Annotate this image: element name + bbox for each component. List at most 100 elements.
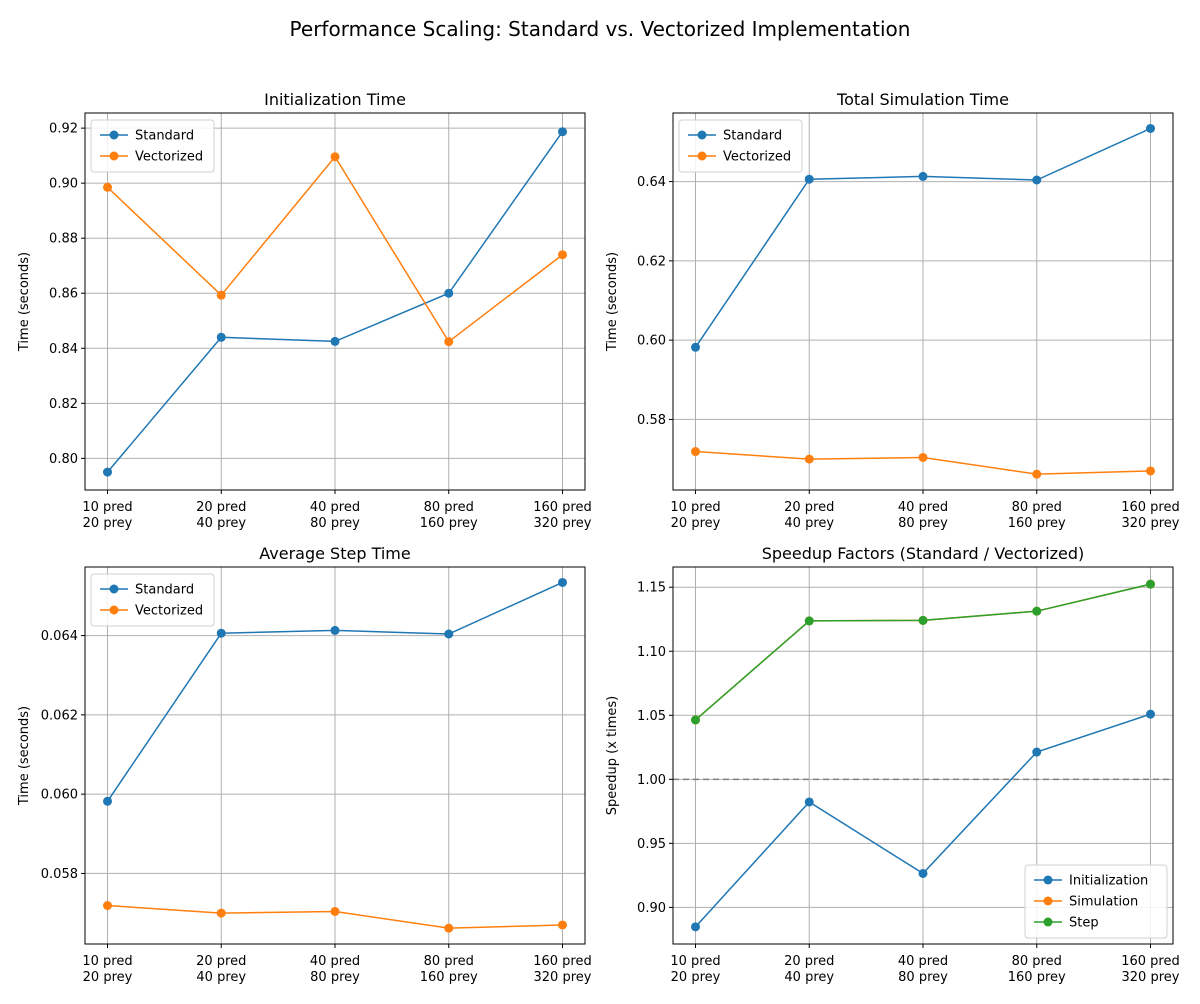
- data-point: [330, 152, 340, 162]
- x-tick-label: 160 prey: [420, 970, 478, 985]
- data-point: [103, 796, 112, 806]
- data-point: [691, 922, 700, 932]
- x-tick-label: 40 pred: [898, 954, 948, 969]
- legend-marker: [1043, 917, 1053, 927]
- x-tick-label: 160 prey: [1008, 970, 1066, 985]
- x-tick-label: 20 prey: [671, 516, 721, 531]
- data-point: [804, 616, 814, 626]
- data-point: [444, 629, 454, 639]
- legend-marker: [1043, 875, 1053, 885]
- data-point: [558, 920, 567, 930]
- x-tick-label: 40 prey: [196, 516, 246, 531]
- x-tick-label: 80 prey: [898, 516, 948, 531]
- x-tick-label: 40 prey: [784, 516, 834, 531]
- x-tick-label: 160 pred: [1121, 954, 1180, 969]
- data-point: [918, 868, 928, 878]
- y-tick-label: 0.80: [49, 452, 78, 467]
- data-point: [918, 452, 928, 462]
- y-axis-label: Time (seconds): [605, 252, 620, 352]
- axes-frame: [84, 566, 586, 945]
- x-tick-label: 10 pred: [670, 954, 720, 969]
- y-tick-label: 0.90: [637, 901, 666, 916]
- y-tick-label: 0.86: [49, 287, 78, 302]
- x-tick-label: 40 pred: [310, 500, 360, 515]
- legend: Standard Vectorized: [90, 573, 215, 627]
- data-point: [216, 908, 226, 918]
- data-point: [1146, 709, 1155, 719]
- data-point: [330, 625, 340, 635]
- data-point: [216, 290, 226, 300]
- data-point: [918, 615, 928, 625]
- legend-label: Initialization: [1069, 874, 1148, 889]
- legend-box: [90, 119, 215, 173]
- x-tick-label: 80 pred: [1012, 500, 1062, 515]
- chart-title: Total Simulation Time: [836, 90, 1009, 109]
- legend-marker: [109, 584, 119, 594]
- x-tick-label: 20 prey: [83, 516, 133, 531]
- y-tick-label: 0.060: [41, 788, 78, 803]
- x-tick-label: 80 prey: [898, 970, 948, 985]
- x-tick-label: 20 prey: [83, 970, 133, 985]
- chart-title: Speedup Factors (Standard / Vectorized): [762, 544, 1085, 563]
- data-point: [330, 906, 340, 916]
- x-tick-label: 320 prey: [534, 970, 592, 985]
- data-point: [444, 337, 454, 347]
- data-point: [330, 336, 340, 346]
- data-point: [103, 467, 112, 477]
- legend-box: [90, 573, 215, 627]
- data-point: [918, 171, 928, 181]
- legend-label: Vectorized: [723, 150, 791, 165]
- y-tick-label: 0.90: [49, 177, 78, 192]
- x-tick-label: 320 prey: [534, 516, 592, 531]
- legend-label: Simulation: [1069, 895, 1138, 910]
- legend-box: [678, 119, 803, 173]
- x-tick-label: 80 pred: [424, 500, 474, 515]
- data-point: [558, 127, 567, 137]
- axes-frame: [672, 112, 1174, 491]
- y-tick-label: 1.05: [637, 709, 666, 724]
- data-point: [216, 332, 226, 342]
- y-tick-label: 0.58: [637, 413, 666, 428]
- legend-label: Vectorized: [135, 150, 203, 165]
- axes-frame: [84, 112, 586, 491]
- legend-label: Standard: [135, 129, 194, 144]
- legend-box: [1024, 864, 1168, 939]
- y-tick-label: 1.15: [637, 581, 666, 596]
- chart-title: Initialization Time: [264, 90, 406, 109]
- x-tick-label: 160 pred: [1121, 500, 1180, 515]
- legend: Initialization Simulation Step: [1024, 864, 1168, 939]
- data-point: [1032, 747, 1042, 757]
- legend-marker: [109, 605, 119, 615]
- y-axis-label: Time (seconds): [17, 706, 32, 806]
- legend-marker: [697, 151, 707, 161]
- y-tick-label: 1.10: [637, 645, 666, 660]
- y-tick-label: 0.92: [49, 122, 78, 137]
- legend-label: Step: [1069, 916, 1099, 931]
- x-tick-label: 40 prey: [196, 970, 246, 985]
- x-tick-label: 20 prey: [671, 970, 721, 985]
- data-point: [216, 628, 226, 638]
- y-tick-label: 0.88: [49, 232, 78, 247]
- x-tick-label: 20 pred: [784, 954, 834, 969]
- y-axis-label: Time (seconds): [17, 252, 32, 352]
- x-tick-label: 20 pred: [196, 500, 246, 515]
- data-point: [103, 901, 112, 911]
- x-tick-label: 80 pred: [1012, 954, 1062, 969]
- x-tick-label: 40 pred: [898, 500, 948, 515]
- x-tick-label: 160 prey: [1008, 516, 1066, 531]
- data-point: [691, 342, 700, 352]
- x-tick-label: 80 pred: [424, 954, 474, 969]
- x-tick-label: 10 pred: [670, 500, 720, 515]
- data-point: [1032, 606, 1042, 616]
- legend: Standard Vectorized: [90, 119, 215, 173]
- y-tick-label: 0.062: [41, 708, 78, 723]
- x-tick-label: 80 prey: [310, 516, 360, 531]
- data-point: [691, 447, 700, 457]
- y-tick-label: 0.058: [41, 867, 78, 882]
- legend-marker: [1043, 896, 1053, 906]
